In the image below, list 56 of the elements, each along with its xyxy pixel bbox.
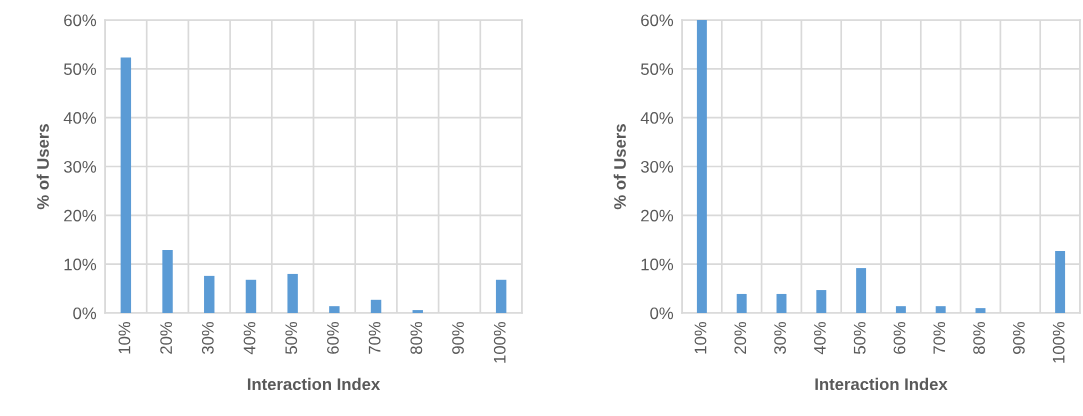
x-tick-label: 40% (243, 321, 256, 355)
bar (816, 290, 827, 313)
y-tick-label: 40% (640, 112, 674, 124)
y-tick-label: 60% (64, 14, 97, 27)
bar (776, 293, 787, 313)
x-tick-label: 60% (327, 321, 339, 354)
x-tick-label: 40% (813, 321, 826, 355)
bar (412, 310, 423, 313)
y-tick-label: 0% (73, 307, 97, 320)
x-tick-label: 100% (493, 321, 506, 363)
bar (287, 273, 298, 313)
bar (329, 306, 340, 313)
x-tick-label: 30% (201, 321, 214, 355)
bar (245, 279, 257, 313)
y-tick-label: 30% (63, 160, 97, 173)
x-tick-label: 30% (774, 321, 786, 355)
bar (1055, 250, 1066, 313)
y-tick-label: 20% (641, 209, 674, 222)
y-tick-label: 60% (641, 14, 674, 27)
y-tick-label: 10% (641, 258, 674, 271)
x-tick-label: 80% (973, 321, 985, 354)
bar (696, 20, 707, 313)
x-tick-label: 90% (1012, 321, 1025, 354)
x-tick-label: 100% (1052, 321, 1065, 363)
bar (736, 293, 747, 313)
bar (935, 306, 946, 313)
x-axis-title: Interaction Index (815, 377, 948, 391)
x-tick-label: 50% (285, 321, 298, 355)
bar (495, 279, 507, 313)
bar (895, 306, 906, 313)
y-tick-label: 20% (64, 209, 97, 222)
x-tick-label: 70% (368, 321, 381, 354)
y-tick-label: 50% (63, 63, 97, 76)
y-tick-label: 10% (64, 258, 97, 271)
y-axis-title: % of Users (36, 124, 49, 210)
x-tick-label: 10% (694, 321, 707, 354)
bar (370, 299, 382, 313)
bar (975, 308, 986, 313)
y-tick-label: 30% (640, 160, 674, 173)
y-tick-label: 40% (63, 112, 97, 124)
x-tick-label: 20% (160, 321, 173, 354)
y-axis-title: % of Users (613, 124, 626, 210)
y-tick-label: 0% (650, 307, 674, 320)
bar (856, 268, 867, 313)
y-tick-label: 50% (640, 63, 674, 76)
x-tick-label: 20% (734, 321, 747, 354)
x-tick-label: 90% (452, 321, 464, 354)
x-tick-label: 60% (893, 321, 906, 354)
bar (120, 57, 132, 313)
x-tick-label: 70% (933, 321, 946, 354)
x-tick-label: 10% (118, 321, 131, 354)
x-axis-title: Interaction Index (247, 377, 381, 391)
bar (204, 275, 215, 313)
x-tick-label: 50% (853, 321, 866, 355)
bar (162, 250, 173, 313)
x-tick-label: 80% (410, 321, 423, 354)
